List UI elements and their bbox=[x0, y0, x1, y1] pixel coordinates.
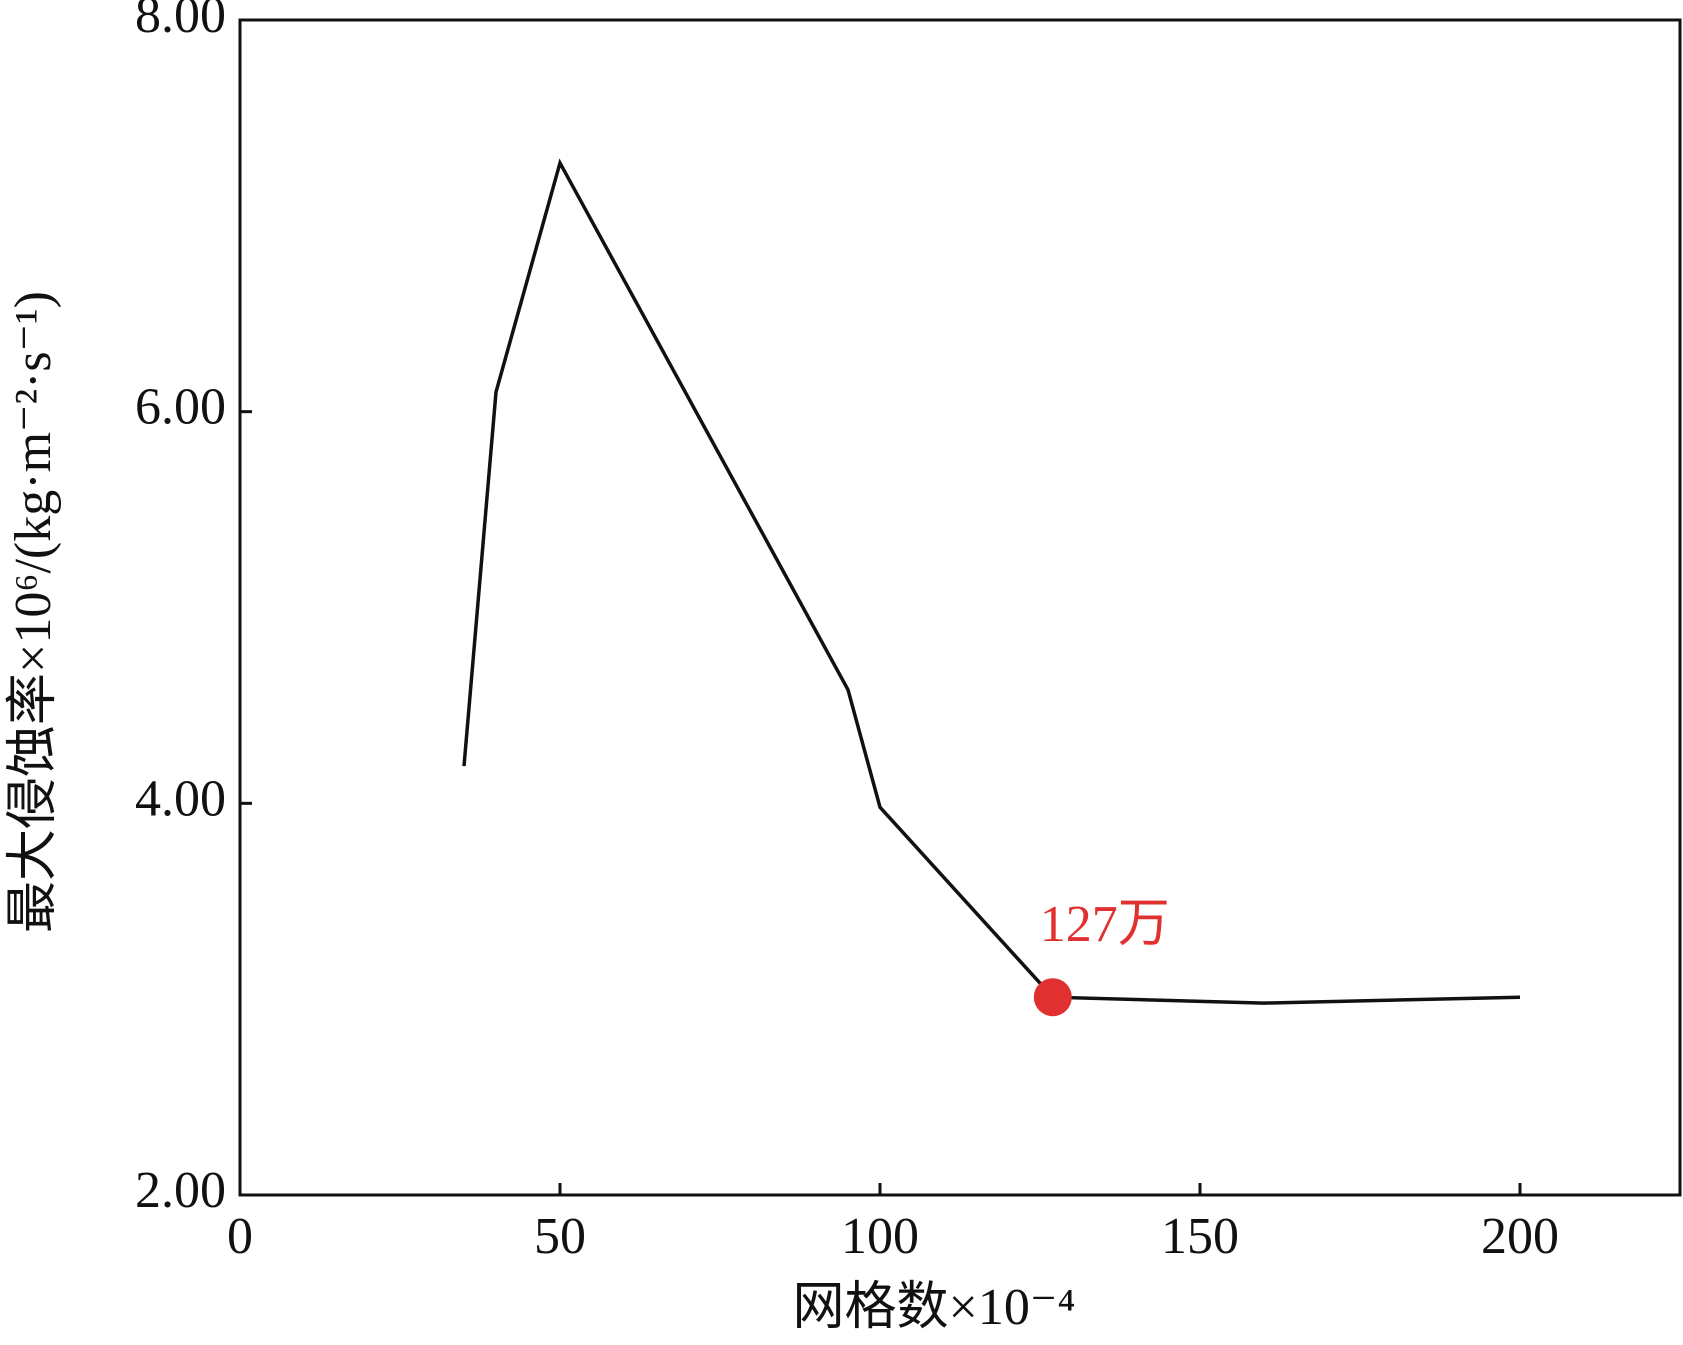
x-tick-label: 150 bbox=[1161, 1208, 1239, 1265]
x-tick-label: 200 bbox=[1481, 1208, 1559, 1265]
x-tick-label: 0 bbox=[227, 1208, 253, 1265]
y-tick-label: 4.00 bbox=[135, 770, 226, 827]
y-tick-label: 8.00 bbox=[135, 0, 226, 44]
x-tick-label: 100 bbox=[841, 1208, 919, 1265]
line bbox=[462, 158, 1521, 1005]
x-tick-label: 50 bbox=[534, 1208, 586, 1265]
y-tick-label: 2.00 bbox=[135, 1162, 226, 1219]
y-axis-label: 最大侵蚀率×10⁶/(kg·m⁻²·s⁻¹) bbox=[5, 291, 62, 933]
plot-frame bbox=[238, 18, 1682, 1197]
highlight-point bbox=[1033, 978, 1072, 1017]
y-tick-label: 6.00 bbox=[135, 379, 226, 436]
highlight-label: 127万 bbox=[1040, 896, 1170, 953]
x-axis-label: 网格数×10⁻⁴ bbox=[793, 1279, 1076, 1336]
